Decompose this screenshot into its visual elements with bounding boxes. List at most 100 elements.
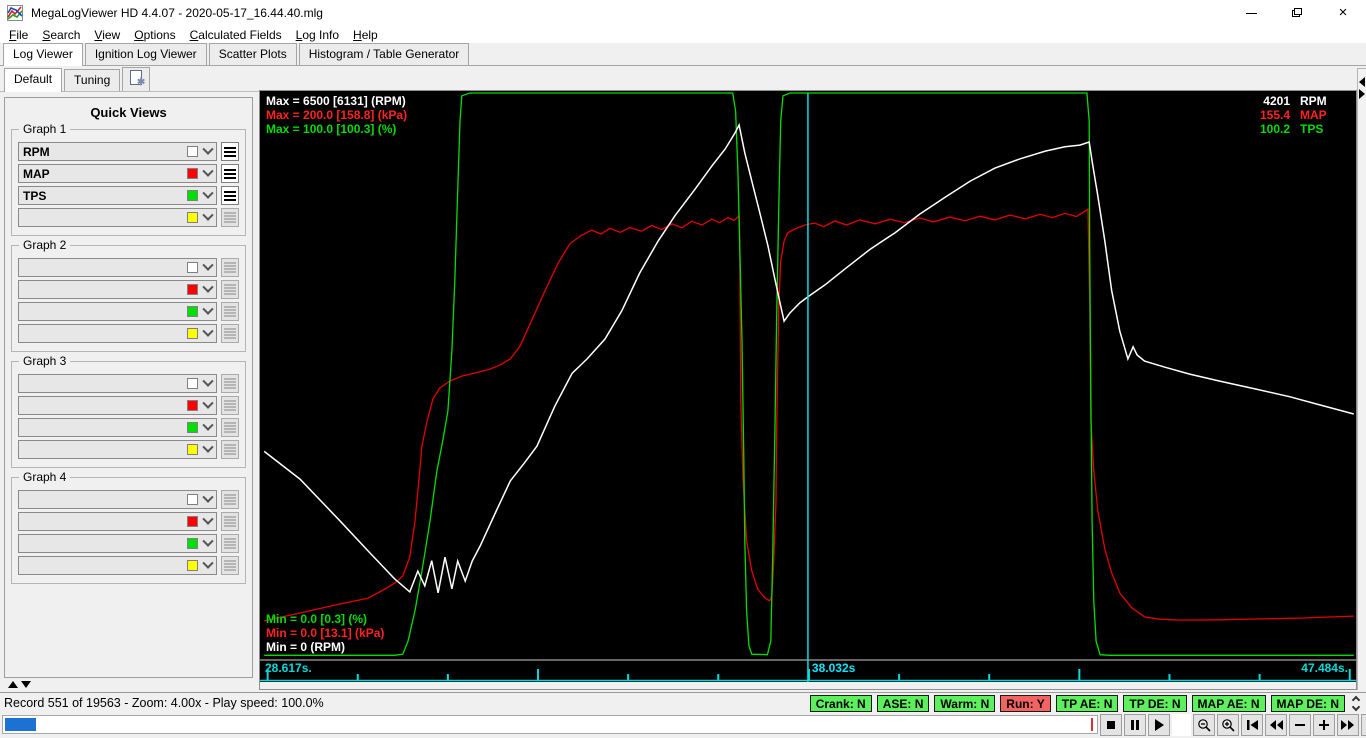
field-select-empty[interactable] <box>18 512 217 531</box>
graph-group-1: Graph 1 RPM MAP TPS <box>11 122 246 236</box>
trace-color-swatch <box>187 444 198 455</box>
app-logo-icon <box>7 5 23 21</box>
skip-to-start-button[interactable] <box>1241 714 1263 736</box>
play-button[interactable] <box>1148 714 1170 736</box>
menu-view[interactable]: View <box>94 27 121 42</box>
cursor-readout: 4201 RPM 155.4 MAP 100.2 TPS <box>1246 94 1342 136</box>
trace-color-swatch <box>187 190 198 201</box>
view-tab-tuning[interactable]: Tuning <box>64 69 121 91</box>
field-select-empty[interactable] <box>18 324 217 343</box>
splitter-right-icon <box>1359 89 1365 99</box>
field-options-button[interactable] <box>221 142 239 161</box>
close-button[interactable]: × <box>1320 0 1366 26</box>
field-select-empty[interactable] <box>18 418 217 437</box>
menu-file[interactable]: File <box>9 27 29 42</box>
field-row <box>18 324 239 343</box>
stop-button[interactable] <box>1100 714 1122 736</box>
trace-color-swatch <box>187 212 198 223</box>
stat-label: Max = 200.0 [158.8] (kPa) <box>266 108 408 122</box>
bottom-splitter-handle[interactable] <box>8 681 31 688</box>
menu-help[interactable]: Help <box>353 27 378 42</box>
right-splitter-handle[interactable] <box>1357 68 1366 690</box>
trace-color-swatch <box>187 516 198 527</box>
menu-bar: File Search View Options Calculated Fields Lo… <box>0 26 1366 43</box>
tab-histogram-table-generator[interactable]: Histogram / Table Generator <box>298 43 470 65</box>
field-select-empty[interactable] <box>18 490 217 509</box>
log-graph-area[interactable]: Max = 6500 [6131] (RPM) Max = 200.0 [158.… <box>259 90 1357 690</box>
trace-color-swatch <box>187 306 198 317</box>
fast-forward-button[interactable] <box>1337 714 1359 736</box>
trace-color-swatch <box>187 538 198 549</box>
zoom-out-icon <box>1197 718 1211 732</box>
playback-controls <box>1100 714 1366 736</box>
new-log-view-icon: ✱ <box>130 70 145 88</box>
zoom-out-button[interactable] <box>1193 714 1215 736</box>
trace-tps <box>264 92 1354 656</box>
stat-label: Max = 6500 [6131] (RPM) <box>266 94 406 108</box>
field-row: RPM <box>18 142 239 161</box>
field-select-tps[interactable]: TPS <box>18 186 217 205</box>
field-select-map[interactable]: MAP <box>18 164 217 183</box>
field-select-empty[interactable] <box>18 374 217 393</box>
status-badge-tp-ae: TP AE: N <box>1055 695 1119 712</box>
menu-options[interactable]: Options <box>134 27 176 42</box>
chevron-down-icon <box>202 281 214 293</box>
field-select-empty[interactable] <box>18 208 217 227</box>
field-row <box>18 374 239 393</box>
field-options-button <box>221 324 239 343</box>
menu-search[interactable]: Search <box>42 27 81 42</box>
field-row <box>18 418 239 437</box>
chevron-down-icon <box>202 557 214 569</box>
chevron-down-icon <box>202 209 214 221</box>
field-options-button[interactable] <box>221 164 239 183</box>
log-position-scrollbar[interactable] <box>2 715 1098 734</box>
stop-icon <box>1107 721 1115 729</box>
view-tab-default[interactable]: Default <box>4 68 63 92</box>
graph-group-label: Graph 2 <box>19 238 71 252</box>
minimize-button[interactable] <box>1228 0 1274 26</box>
rewind-button[interactable] <box>1265 714 1287 736</box>
stat-label: Min = 0.0 [0.3] (%) <box>266 612 368 626</box>
scrollbar-thumb[interactable] <box>5 718 36 731</box>
menu-calculated-fields[interactable]: Calculated Fields <box>189 27 282 42</box>
chevron-down-icon <box>202 259 214 271</box>
field-select-empty[interactable] <box>18 440 217 459</box>
field-select-empty[interactable] <box>18 556 217 575</box>
tab-scatter-plots[interactable]: Scatter Plots <box>208 43 297 65</box>
chevron-down-icon <box>202 535 214 547</box>
readout-value: 4201 <box>1263 94 1290 108</box>
restore-button[interactable] <box>1274 0 1320 26</box>
pause-button[interactable] <box>1124 714 1146 736</box>
skip-to-end-button[interactable] <box>1361 714 1366 736</box>
step-forward-plus-button[interactable] <box>1313 714 1335 736</box>
transport-spacer <box>1172 714 1191 736</box>
new-view-tab[interactable]: ✱ <box>122 67 151 91</box>
field-select-rpm[interactable]: RPM <box>18 142 217 161</box>
status-badge-map-de: MAP DE: N <box>1270 695 1345 712</box>
field-select-empty[interactable] <box>18 280 217 299</box>
chevron-down-icon <box>202 187 214 199</box>
field-row <box>18 208 239 227</box>
badge-spinner[interactable] <box>1348 695 1364 712</box>
tab-log-viewer[interactable]: Log Viewer <box>3 43 83 66</box>
field-row <box>18 440 239 459</box>
tab-ignition-log-viewer[interactable]: Ignition Log Viewer <box>84 43 207 65</box>
field-row <box>18 396 239 415</box>
zoom-in-icon <box>1221 718 1235 732</box>
field-select-empty[interactable] <box>18 302 217 321</box>
menu-log-info[interactable]: Log Info <box>295 27 340 42</box>
field-row <box>18 280 239 299</box>
field-options-button <box>221 280 239 299</box>
field-options-button[interactable] <box>221 186 239 205</box>
status-badge-run: Run: Y <box>1000 695 1051 712</box>
field-select-empty[interactable] <box>18 258 217 277</box>
max-value-labels: Max = 6500 [6131] (RPM) Max = 200.0 [158.… <box>266 94 407 136</box>
field-select-empty[interactable] <box>18 396 217 415</box>
zoom-in-button[interactable] <box>1217 714 1239 736</box>
timeline-start-label: 28.617s. <box>265 661 312 675</box>
field-select-empty[interactable] <box>18 534 217 553</box>
min-value-labels: Min = 0.0 [0.3] (%) Min = 0.0 [13.1] (kPa… <box>266 612 384 654</box>
step-back-minus-button[interactable] <box>1289 714 1311 736</box>
graph-group-label: Graph 3 <box>19 354 71 368</box>
